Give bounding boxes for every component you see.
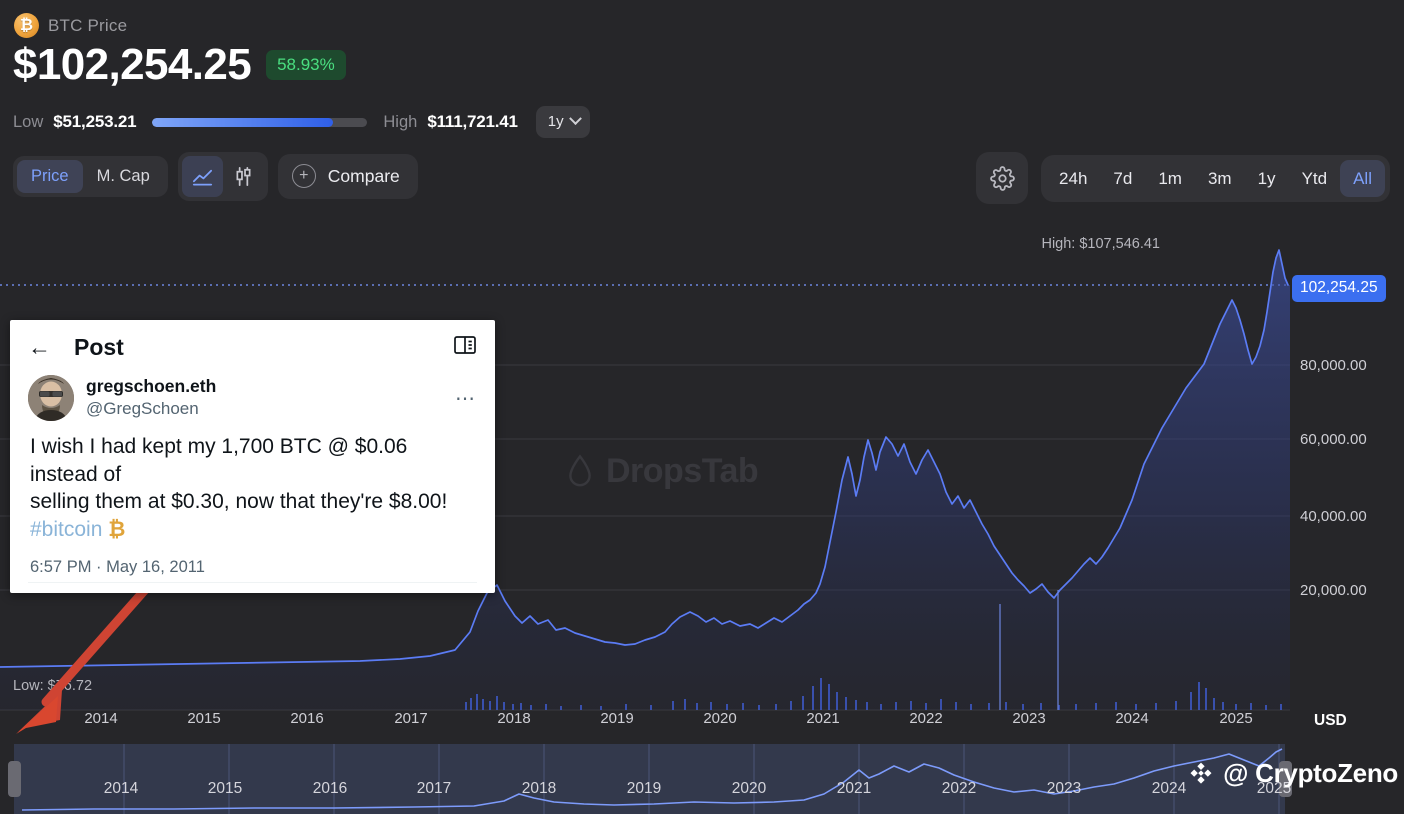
tweet-handle: @GregSchoen [86,398,199,418]
tab-market-cap[interactable]: M. Cap [96,167,150,186]
x-tick-2016: 2016 [290,710,324,727]
nav-x-tick-2018: 2018 [521,780,557,797]
x-tick-2018: 2018 [497,710,531,727]
x-tick-2024: 2024 [1115,710,1149,727]
coin-label: BTC Price [48,15,128,35]
x-tick-2019: 2019 [600,710,634,727]
range-slider-fill [152,117,333,127]
compare-label: Compare [327,165,400,186]
candlestick-icon[interactable] [223,156,264,197]
chart-right-controls: 24h 7d 1m 3m 1y Ytd All [976,152,1390,204]
bitcoin-symbol-icon: ₿ [108,518,126,542]
plus-circle-icon: + [291,164,316,188]
range-btn-ytd[interactable]: Ytd [1301,168,1328,188]
x-tick-2021: 2021 [806,710,840,727]
y-tick-60000: 60,000.00 [1300,431,1367,448]
y-tick-80000: 80,000.00 [1300,357,1367,374]
nav-x-tick-2023: 2023 [1046,780,1082,797]
chart-type-toggle [177,152,268,201]
nav-x-tick-2019: 2019 [626,780,662,797]
tweet-header: ← Post [10,320,495,367]
price-row: $102,254.25 58.93% [13,43,346,87]
currency-label: USD [1314,712,1347,729]
avatar [28,375,74,421]
compare-button[interactable]: + Compare [277,154,418,199]
tweet-divider [28,582,477,583]
more-dots-icon[interactable]: ⋯ [455,387,477,410]
tweet-title: Post [74,334,124,360]
nav-x-tick-2021: 2021 [836,780,872,797]
range-btn-3m[interactable]: 3m [1207,168,1232,188]
range-btn-24h[interactable]: 24h [1059,168,1088,188]
y-tick-20000: 20,000.00 [1300,582,1367,599]
bitcoin-icon: ₿ [14,13,39,38]
nav-x-tick-2022: 2022 [941,780,977,797]
x-tick-2017: 2017 [394,710,428,727]
range-timeframe-value: 1y [547,113,564,130]
range-btn-all[interactable]: All [1340,159,1385,197]
cryptozeno-handle: @ CryptoZeno [1223,758,1398,788]
x-tick-2025: 2025 [1219,710,1253,727]
y-tick-40000: 40,000.00 [1300,508,1367,525]
x-tick-2022: 2022 [909,710,943,727]
range-btn-1m[interactable]: 1m [1158,168,1182,188]
x-tick-2015: 2015 [187,710,221,727]
line-chart-icon[interactable] [181,156,223,197]
range-btn-7d[interactable]: 7d [1113,168,1133,188]
nav-x-tick-2014: 2014 [103,780,139,797]
nav-x-tick-2015: 2015 [207,780,243,797]
nav-x-tick-2016: 2016 [312,780,348,797]
tab-price[interactable]: Price [17,160,83,193]
range-navigator[interactable]: 2014 2015 2016 2017 2018 2019 2020 2021 … [0,744,1404,814]
tweet-text: I wish I had kept my 1,700 BTC @ $0.06 i… [10,421,495,544]
tweet-card: ← Post [10,320,495,593]
high-label: High [383,112,418,131]
cryptozeno-watermark: @ CryptoZeno [1187,758,1398,789]
nav-x-tick-2017: 2017 [416,780,452,797]
high-value: $111,721.41 [427,112,518,131]
nav-x-tick-2024: 2024 [1151,780,1187,797]
nav-x-tick-2020: 2020 [731,780,767,797]
chart-low-annotation: Low: $76.72 [13,678,93,694]
coin-title: ₿ BTC Price [14,13,127,38]
nav-x-tick-2025: 2025 [1256,780,1292,797]
price-mcap-toggle: Price M. Cap [13,156,168,197]
x-tick-2014: 2014 [84,710,118,727]
x-tick-2020: 2020 [703,710,737,727]
tweet-hashtag[interactable]: #bitcoin [30,518,103,542]
tweet-text-line-2: selling them at $0.30, now that they're … [30,490,448,514]
chart-high-annotation: High: $107,546.41 [1041,236,1160,252]
current-price-tag: 102,254.25 [1292,275,1386,302]
change-badge: 58.93% [266,50,346,80]
tweet-display-name: gregschoen.eth [86,376,217,397]
x-tick-2023: 2023 [1012,710,1046,727]
chart-header: ₿ BTC Price $102,254.25 58.93% Low $51,2… [0,0,1404,212]
low-high-range: Low $51,253.21 High $111,721.41 1y [13,106,590,138]
navigator-left-handle[interactable] [8,761,21,797]
reader-icon[interactable] [453,334,477,361]
range-timeframe-select[interactable]: 1y [535,106,590,138]
low-label: Low [13,112,44,131]
current-price: $102,254.25 [13,40,252,89]
range-button-group: 24h 7d 1m 3m 1y Ytd All [1041,154,1390,202]
binance-diamond-icon [1190,762,1212,784]
tweet-text-line-1: I wish I had kept my 1,700 BTC @ $0.06 i… [30,435,408,486]
tweet-timestamp: 6:57 PM · May 16, 2011 [30,557,205,576]
navigator-right-handle[interactable] [1279,761,1292,797]
back-arrow-icon[interactable]: ← [28,334,51,360]
chevron-down-icon [568,112,582,126]
gear-icon[interactable] [976,152,1029,204]
range-slider[interactable] [152,117,368,127]
range-btn-1y[interactable]: 1y [1257,168,1276,188]
low-value: $51,253.21 [53,112,137,131]
tweet-author: gregschoen.eth @GregSchoen ⋯ [10,367,495,421]
chart-y-axis: 102,254.25 80,000.00 60,000.00 40,000.00… [1290,212,1404,740]
chart-controls: Price M. Cap [13,152,418,201]
chart-x-axis: 2014 2015 2016 2017 2018 2019 2020 2021 … [0,710,1290,740]
